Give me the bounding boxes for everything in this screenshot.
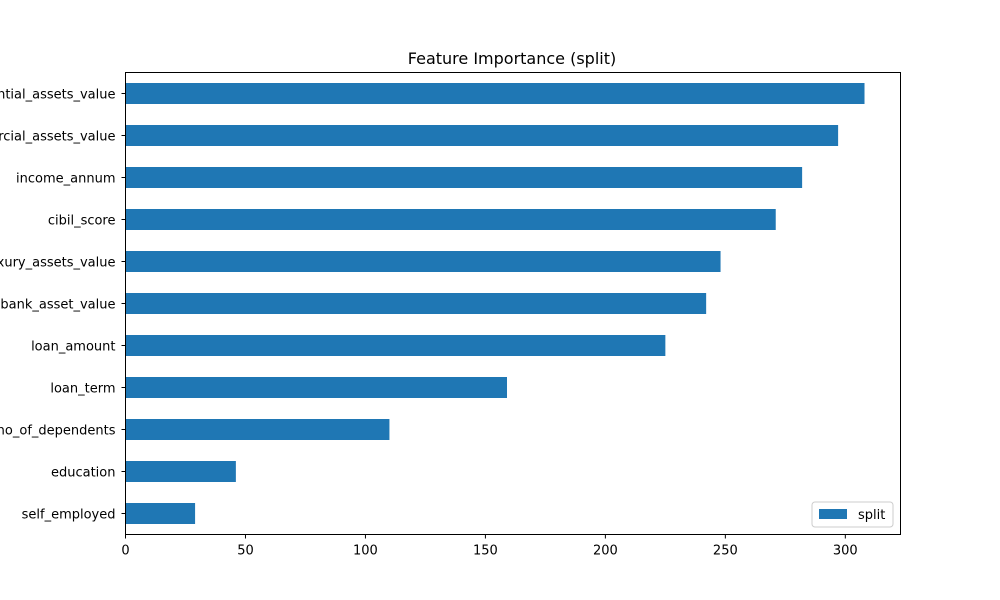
y-tick-label: education xyxy=(51,466,116,481)
legend-label: split xyxy=(858,508,885,523)
chart-title: Feature Importance (split) xyxy=(408,49,616,68)
y-tick-label: cibil_score xyxy=(48,214,116,229)
bars-group xyxy=(125,83,865,524)
legend-box xyxy=(811,501,894,528)
x-tick-label: 250 xyxy=(713,544,738,559)
bar-education xyxy=(125,461,236,482)
bar-luxury-assets-value xyxy=(125,251,721,272)
bar-self-employed xyxy=(125,503,196,524)
x-tick-label: 200 xyxy=(593,544,618,559)
y-tick-label: luxury_assets_value xyxy=(0,256,116,271)
x-axis-ticks: 0 50 100 150 200 250 300 xyxy=(121,534,858,559)
bar-cibil-score xyxy=(125,209,776,230)
x-tick-label: 300 xyxy=(833,544,858,559)
bar-bank-asset-value xyxy=(125,293,707,314)
legend-swatch xyxy=(819,509,847,519)
y-tick-label: income_annum xyxy=(16,172,115,187)
y-tick-label: loan_term xyxy=(50,382,115,397)
y-tick-labels: self_employed education no_of_dependents lo… xyxy=(0,88,126,523)
y-tick-label: bank_asset_value xyxy=(0,298,115,313)
y-tick-label: commercial_assets_value xyxy=(0,130,116,145)
bar-loan-amount xyxy=(125,335,666,356)
y-tick-label: loan_amount xyxy=(31,340,115,355)
x-tick-label: 150 xyxy=(473,544,498,559)
x-tick-label: 0 xyxy=(121,544,129,559)
x-tick-label: 50 xyxy=(237,544,254,559)
y-tick-label: self_employed xyxy=(22,508,116,523)
bar-income-annum xyxy=(125,167,803,188)
y-tick-label: residential_assets_value xyxy=(0,88,116,103)
x-tick-label: 100 xyxy=(353,544,378,559)
plot-frame xyxy=(125,72,901,535)
bar-commercial-assets-value xyxy=(125,125,839,146)
bar-no-of-dependents xyxy=(125,419,390,440)
y-tick-label: no_of_dependents xyxy=(0,424,116,439)
legend: split xyxy=(811,501,894,528)
bar-residential-assets-value xyxy=(125,83,865,104)
bar-loan-term xyxy=(125,377,508,398)
